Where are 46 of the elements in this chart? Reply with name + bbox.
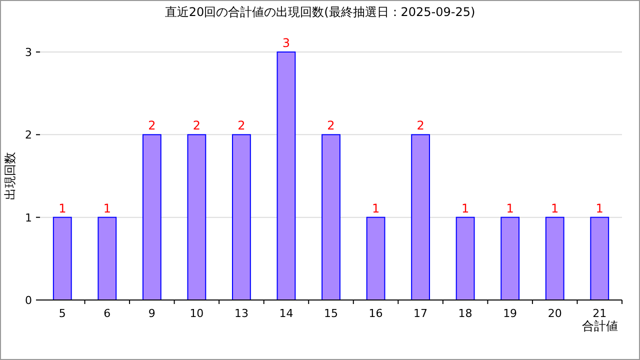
data-label: 1: [551, 201, 559, 216]
bar: [411, 134, 430, 300]
x-tick-label: 21: [592, 307, 607, 320]
y-axis-title: 出現回数: [3, 152, 17, 200]
x-tick-label: 5: [58, 307, 66, 320]
y-tick-label: 2: [25, 128, 32, 142]
bar: [276, 52, 296, 300]
chart-title: 直近20回の合計値の出現回数(最終抽選日：2025-09-25): [164, 5, 476, 19]
x-tick-label: 14: [279, 307, 294, 320]
x-tick-label: 18: [458, 307, 472, 320]
data-label: 1: [103, 201, 111, 216]
bar: [98, 216, 117, 300]
bar: [366, 216, 386, 300]
x-tick-label: 19: [503, 307, 518, 320]
data-label: 1: [372, 201, 380, 216]
bar: [187, 134, 206, 300]
data-label: 2: [238, 118, 246, 133]
bar: [232, 134, 251, 300]
bar: [545, 216, 564, 300]
y-tick-label: 3: [25, 46, 32, 59]
x-tick-label: 15: [324, 307, 338, 320]
y-tick-label: 1: [25, 211, 32, 224]
data-label: 2: [416, 118, 424, 133]
x-tick-label: 9: [148, 307, 156, 320]
bar: [500, 216, 520, 300]
bar: [52, 216, 72, 300]
bar: [322, 134, 340, 300]
data-label: 1: [461, 201, 470, 216]
data-label: 2: [327, 118, 335, 133]
y-tick-label: 0: [25, 294, 32, 307]
x-axis-title: 合計値: [582, 319, 618, 333]
bar: [590, 216, 610, 300]
x-tick-label: 17: [414, 307, 428, 320]
x-tick-label: 10: [190, 307, 204, 320]
data-label: 3: [282, 36, 290, 50]
x-tick-label: 13: [234, 307, 248, 320]
data-label: 1: [596, 201, 604, 216]
data-label: 2: [192, 118, 201, 133]
data-label: 2: [148, 118, 156, 133]
bar: [142, 134, 162, 300]
x-tick-label: 6: [104, 307, 111, 320]
x-tick-label: 16: [368, 307, 383, 320]
data-label: 1: [506, 201, 514, 216]
x-tick-label: 20: [548, 307, 562, 320]
data-label: 1: [58, 201, 66, 216]
bar: [456, 216, 475, 300]
